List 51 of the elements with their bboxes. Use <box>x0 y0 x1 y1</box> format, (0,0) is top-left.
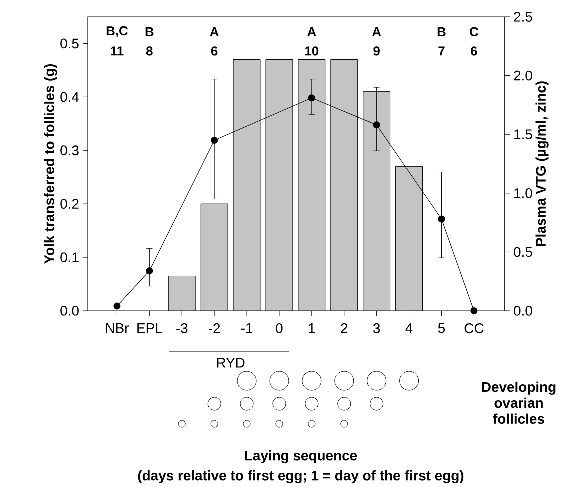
point <box>211 136 218 144</box>
point <box>470 307 478 314</box>
text: RYD <box>217 358 245 368</box>
y2-tick-label: 1.0 <box>514 188 532 198</box>
y-tick-label: 0.0 <box>60 306 79 316</box>
y-tick-label: 0.2 <box>60 199 79 210</box>
x-tick-label: CC <box>464 324 484 334</box>
x-tick-label: -3 <box>176 324 188 334</box>
x-tick-label: 3 <box>373 324 380 334</box>
point <box>373 122 380 129</box>
annotation: 6 <box>471 46 478 56</box>
y2-tick-label: 0.0 <box>514 306 532 316</box>
x-tick-label: -2 <box>208 324 220 334</box>
x-tick-label: 2 <box>341 324 348 334</box>
x-tick-label: -1 <box>241 324 253 334</box>
annotation: 10 <box>306 46 319 56</box>
text: Developing ovarian follicles <box>482 382 556 424</box>
y2-tick-label: 0.5 <box>514 247 532 258</box>
y-axis-title: Yolk transferred to follicles (g) <box>44 64 58 264</box>
point <box>308 94 316 102</box>
annotation: B,C <box>106 26 128 38</box>
x-tick-label: EPL <box>138 324 162 334</box>
annotation: 8 <box>146 46 153 56</box>
x-tick-label: 1 <box>309 324 316 334</box>
y-tick-label: 0.3 <box>60 146 79 156</box>
y2-tick-label: 1.5 <box>514 130 532 140</box>
y-tick-label: 0.4 <box>60 92 80 102</box>
text: (days relative to first egg; 1 = day of the first egg) <box>138 470 464 484</box>
y-tick-label: 0.1 <box>60 252 79 262</box>
point <box>146 268 154 275</box>
x-tick-label: 0 <box>276 324 283 334</box>
annotation: 11 <box>111 46 124 56</box>
x-tick-label: 5 <box>438 324 446 334</box>
point <box>114 302 121 310</box>
y2-axis-title: Plasma VTG (µg/ml, zinc) <box>536 82 549 246</box>
annotation: A <box>210 28 219 36</box>
annotation: B <box>146 28 154 36</box>
x-tick-label: NBr <box>106 324 129 334</box>
annotation: A <box>308 28 316 36</box>
annotation: 9 <box>374 46 380 56</box>
point <box>438 216 446 223</box>
annotation: A <box>372 28 382 36</box>
y2-tick-label: 2.0 <box>514 70 532 81</box>
text: Laying sequence <box>245 450 358 464</box>
y-tick-label: 0.5 <box>60 38 79 49</box>
annotation: B <box>438 28 446 36</box>
annotation: C <box>470 27 478 37</box>
y2-tick-label: 2.5 <box>514 12 532 22</box>
annotation: 7 <box>438 46 445 56</box>
annotation: 6 <box>211 46 218 56</box>
x-tick-label: 4 <box>406 324 413 334</box>
